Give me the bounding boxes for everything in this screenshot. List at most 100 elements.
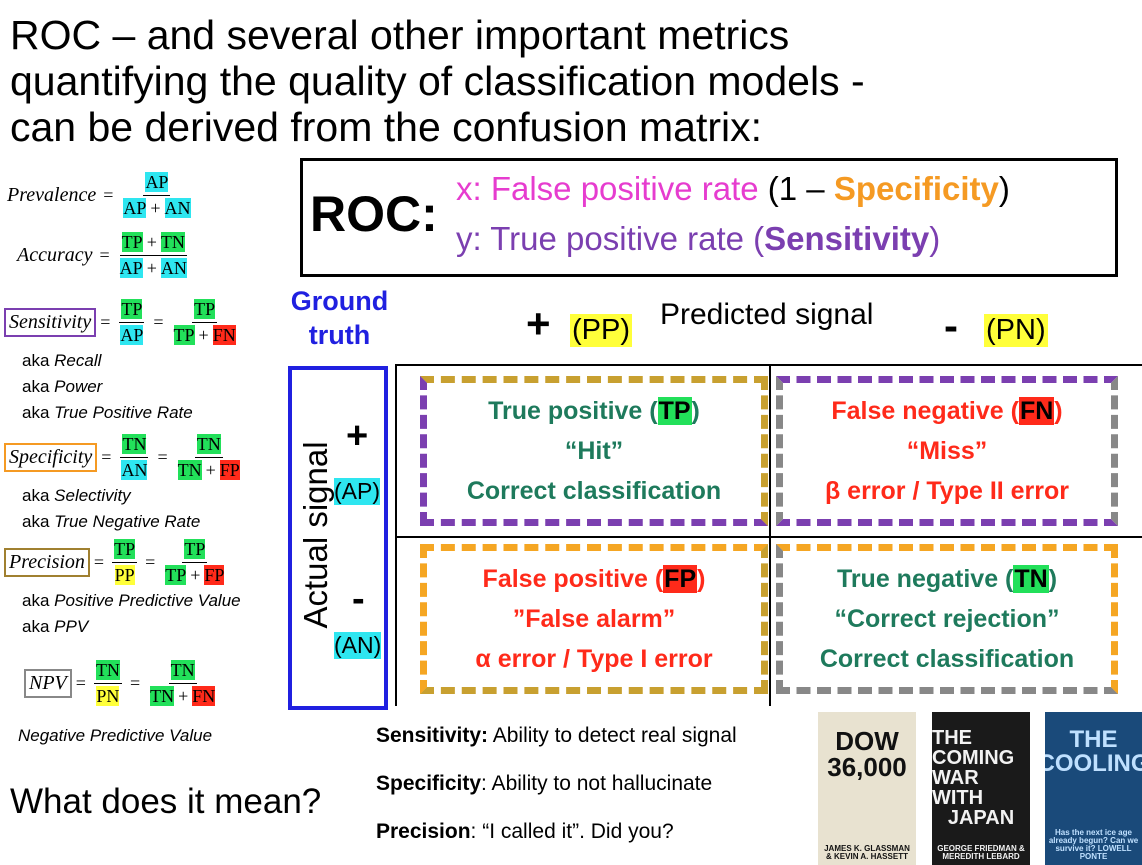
grid-line bbox=[395, 536, 1142, 538]
text: Positive Predictive Value bbox=[54, 591, 241, 610]
formula: NPV = TN PN = TN TN + FN bbox=[24, 660, 221, 707]
formula-name: Accuracy bbox=[17, 244, 93, 266]
denominator: PN bbox=[94, 684, 121, 707]
token: FN bbox=[192, 686, 216, 706]
text: y: True positive rate bbox=[456, 220, 744, 257]
cell-title: False positive (FP) bbox=[482, 559, 705, 599]
token: TP bbox=[114, 539, 136, 559]
book-title: JAPAN bbox=[947, 807, 1015, 829]
text: Sensitivity bbox=[764, 220, 930, 257]
roc-label: ROC: bbox=[310, 186, 438, 242]
note: aka Power bbox=[22, 377, 102, 397]
note: aka True Positive Rate bbox=[22, 403, 193, 423]
text: False positive ( bbox=[482, 565, 664, 593]
note: aka Selectivity bbox=[22, 486, 131, 506]
equals: = bbox=[145, 552, 156, 572]
book-title: WAR WITH bbox=[932, 767, 984, 809]
term: Precision bbox=[376, 820, 471, 843]
numerator: TP bbox=[112, 539, 138, 563]
text: aka bbox=[22, 617, 50, 636]
book-cover: THE COMING WAR WITH JAPAN GEORGE FRIEDMAN &… bbox=[932, 712, 1030, 865]
text: x: False positive rate bbox=[456, 170, 759, 207]
token: + bbox=[198, 325, 209, 345]
text: Specificity bbox=[833, 170, 999, 207]
equals: = bbox=[157, 447, 168, 467]
text: ) bbox=[691, 397, 700, 425]
note: Negative Predictive Value bbox=[18, 726, 212, 746]
formula-name: Sensitivity bbox=[4, 308, 97, 337]
abbr: TN bbox=[1013, 565, 1049, 593]
token: TP bbox=[165, 565, 187, 585]
text: : Ability to not hallucinate bbox=[481, 772, 713, 795]
text: True Negative Rate bbox=[54, 512, 201, 531]
text: True positive ( bbox=[488, 397, 658, 425]
pred-plus: + bbox=[526, 300, 551, 347]
title-line: quantifying the quality of classificatio… bbox=[10, 58, 865, 104]
text: aka bbox=[22, 351, 50, 370]
cell-line: ”False alarm” bbox=[512, 605, 676, 633]
actual-plus: + bbox=[346, 415, 369, 457]
token: TN bbox=[160, 232, 185, 252]
cell-line: “Hit” bbox=[564, 437, 624, 465]
text: : “I called it”. Did you? bbox=[470, 820, 674, 843]
token: + bbox=[150, 198, 161, 218]
book-author: JAMES K. GLASSMAN & KEVIN A. HASSETT bbox=[824, 844, 910, 861]
formula: Precision = TP PP = TP TP + FP bbox=[4, 539, 230, 586]
meaning: Precision: “I called it”. Did you? bbox=[376, 820, 674, 844]
formula: Sensitivity = TP AP = TP TP + FN bbox=[4, 299, 242, 346]
token: TP bbox=[121, 232, 143, 252]
equals: = bbox=[99, 245, 110, 265]
question: What does it mean? bbox=[10, 782, 322, 821]
text: False negative ( bbox=[831, 397, 1019, 425]
denominator: TP + FP bbox=[163, 563, 226, 586]
token: TN bbox=[122, 434, 147, 454]
text: aka bbox=[22, 486, 50, 505]
text: ( bbox=[743, 220, 765, 257]
token: TN bbox=[150, 686, 175, 706]
token: TN bbox=[196, 434, 221, 454]
token: AN bbox=[121, 460, 148, 480]
roc-x: x: False positive rate (1 – Specificity) bbox=[456, 170, 1010, 208]
text: ) bbox=[998, 170, 1010, 207]
token: TN bbox=[95, 660, 120, 680]
cell-title: False negative (FN) bbox=[831, 391, 1063, 431]
token: AN bbox=[164, 198, 191, 218]
numerator: TN bbox=[194, 434, 223, 458]
matrix-cell: True negative (TN) “Correct rejection” Cor… bbox=[776, 544, 1118, 694]
cell-line: Correct classification bbox=[466, 477, 722, 505]
denominator: AP bbox=[118, 323, 145, 346]
text: aka bbox=[22, 512, 50, 531]
fraction: TP TP + FN bbox=[172, 299, 238, 346]
grid-line bbox=[395, 364, 397, 706]
token: TP bbox=[121, 299, 143, 319]
text: aka bbox=[22, 591, 50, 610]
grid-line bbox=[395, 364, 1142, 366]
matrix-cell: True positive (TP) “Hit” Correct classific… bbox=[420, 376, 768, 526]
text: truth bbox=[308, 320, 371, 350]
term: Specificity bbox=[376, 772, 482, 795]
meaning: Specificity: Ability to not hallucinate bbox=[376, 772, 712, 796]
text: Selectivity bbox=[54, 486, 131, 505]
equals: = bbox=[100, 312, 111, 332]
token: FN bbox=[212, 325, 236, 345]
formula: Prevalence = AP AP + AN bbox=[4, 172, 197, 219]
cell-line: Correct classification bbox=[819, 645, 1075, 673]
text: Power bbox=[54, 377, 103, 396]
token: PN bbox=[96, 686, 120, 706]
book-title: THE COMING bbox=[932, 727, 1015, 769]
cell-line: “Correct rejection” bbox=[834, 605, 1060, 633]
token: TN bbox=[170, 660, 195, 680]
equals: = bbox=[153, 312, 164, 332]
formula: Specificity = TN AN = TN TN + FP bbox=[4, 434, 246, 481]
pred-pn: (PN) bbox=[984, 314, 1048, 347]
fraction: TP TP + FP bbox=[163, 539, 226, 586]
formula: Accuracy = TP + TN AP + AN bbox=[14, 232, 193, 279]
cell-line: α error / Type I error bbox=[475, 645, 713, 673]
matrix-cell: False positive (FP) ”False alarm” α error … bbox=[420, 544, 768, 694]
token: TP bbox=[184, 539, 206, 559]
numerator: TN bbox=[93, 660, 122, 684]
numerator: TP + TN bbox=[119, 232, 187, 256]
title-line: can be derived from the confusion matrix… bbox=[10, 104, 763, 150]
denominator: AP + AN bbox=[118, 256, 189, 279]
